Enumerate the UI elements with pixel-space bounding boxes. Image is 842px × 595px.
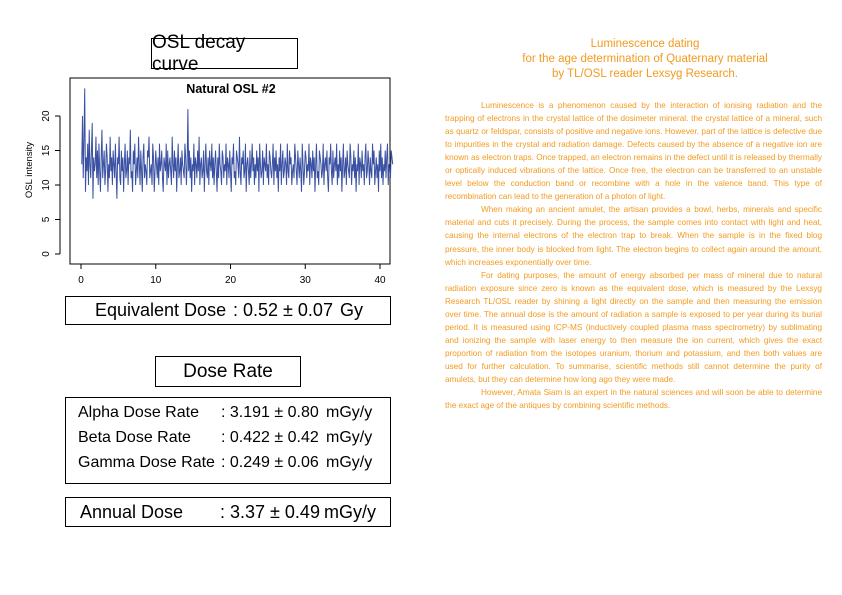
x-tick-label: 0: [78, 275, 84, 286]
annual-dose-label: Annual Dose: [80, 502, 184, 522]
beta-dose-row: Beta Dose Rate : 0.422 ± 0.42 mGy/y: [66, 429, 390, 453]
x-tick-label: 30: [300, 275, 312, 286]
alpha-dose-row: Alpha Dose Rate : 3.191 ± 0.80 mGy/y: [66, 404, 390, 428]
annual-dose-box: Annual Dose : 3.37 ± 0.49 mGy/y: [65, 497, 391, 527]
equivalent-dose-unit: Gy: [340, 300, 364, 320]
article-title-line: for the age determination of Quaternary …: [522, 53, 768, 65]
y-tick-label: 0: [41, 251, 52, 257]
y-ticks: 0 5 10 15 20: [41, 110, 60, 257]
dose-rate-label: Alpha Dose Rate: [78, 404, 199, 421]
dose-rate-value: : 3.191 ± 0.80: [221, 404, 319, 421]
osl-chart: Natural OSL #2 0 5 10 15 20 0 10 20 30 40 OSL in…: [24, 77, 394, 286]
x-tick-label: 10: [150, 275, 162, 286]
equivalent-dose-value: : 0.52 ± 0.07: [233, 300, 333, 320]
article-title: Luminescence dating for the age determin…: [470, 37, 820, 82]
x-tick-label: 20: [225, 275, 237, 286]
y-tick-label: 5: [41, 216, 52, 222]
article-paragraph: For dating purposes, the amount of energ…: [445, 270, 822, 384]
dose-rate-title-text: Dose Rate: [183, 360, 273, 382]
article-title-line: Luminescence dating: [590, 38, 700, 50]
dose-rate-label: Gamma Dose Rate: [78, 454, 215, 471]
article-title-line: by TL/OSL reader Lexsyg Research.: [551, 68, 738, 80]
gamma-dose-row: Gamma Dose Rate : 0.249 ± 0.06 mGy/y: [66, 454, 390, 478]
x-ticks: 0 10 20 30 40: [78, 264, 386, 286]
dose-rate-value: : 0.249 ± 0.06: [221, 454, 319, 471]
dose-rate-unit: mGy/y: [326, 404, 373, 421]
dose-rates-box: Alpha Dose Rate : 3.191 ± 0.80 mGy/y Bet…: [65, 397, 391, 484]
y-tick-label: 15: [41, 145, 52, 157]
osl-title-text: OSL decay curve: [152, 31, 246, 75]
dose-rate-label: Beta Dose Rate: [78, 429, 191, 446]
dose-rate-value: : 0.422 ± 0.42: [221, 429, 319, 446]
dose-rate-unit: mGy/y: [326, 454, 373, 471]
x-tick-label: 40: [374, 275, 386, 286]
article-body: Luminescence is a phenomenon caused by t…: [445, 99, 822, 412]
article-paragraph: However, Amata Siam is an expert in the …: [445, 388, 822, 411]
y-tick-label: 20: [41, 110, 52, 122]
y-tick-label: 10: [41, 179, 52, 191]
equivalent-dose-box: Equivalent Dose : 0.52 ± 0.07 Gy: [65, 296, 391, 325]
equivalent-dose-label: Equivalent Dose: [95, 300, 227, 320]
chart-title: Natural OSL #2: [186, 82, 275, 96]
dose-rate-title: Dose Rate: [155, 356, 301, 387]
annual-dose-value: : 3.37 ± 0.49: [220, 502, 320, 522]
y-axis-label: OSL intensity: [24, 142, 35, 198]
osl-decay-curve-title: OSL decay curve: [151, 32, 298, 75]
dose-rate-unit: mGy/y: [326, 429, 373, 446]
article-paragraph: Luminescence is a phenomenon caused by t…: [445, 101, 822, 202]
osl-series-line: [81, 88, 394, 199]
article-paragraph: When making an ancient amulet, the artis…: [445, 205, 822, 267]
annual-dose-unit: mGy/y: [324, 502, 376, 522]
